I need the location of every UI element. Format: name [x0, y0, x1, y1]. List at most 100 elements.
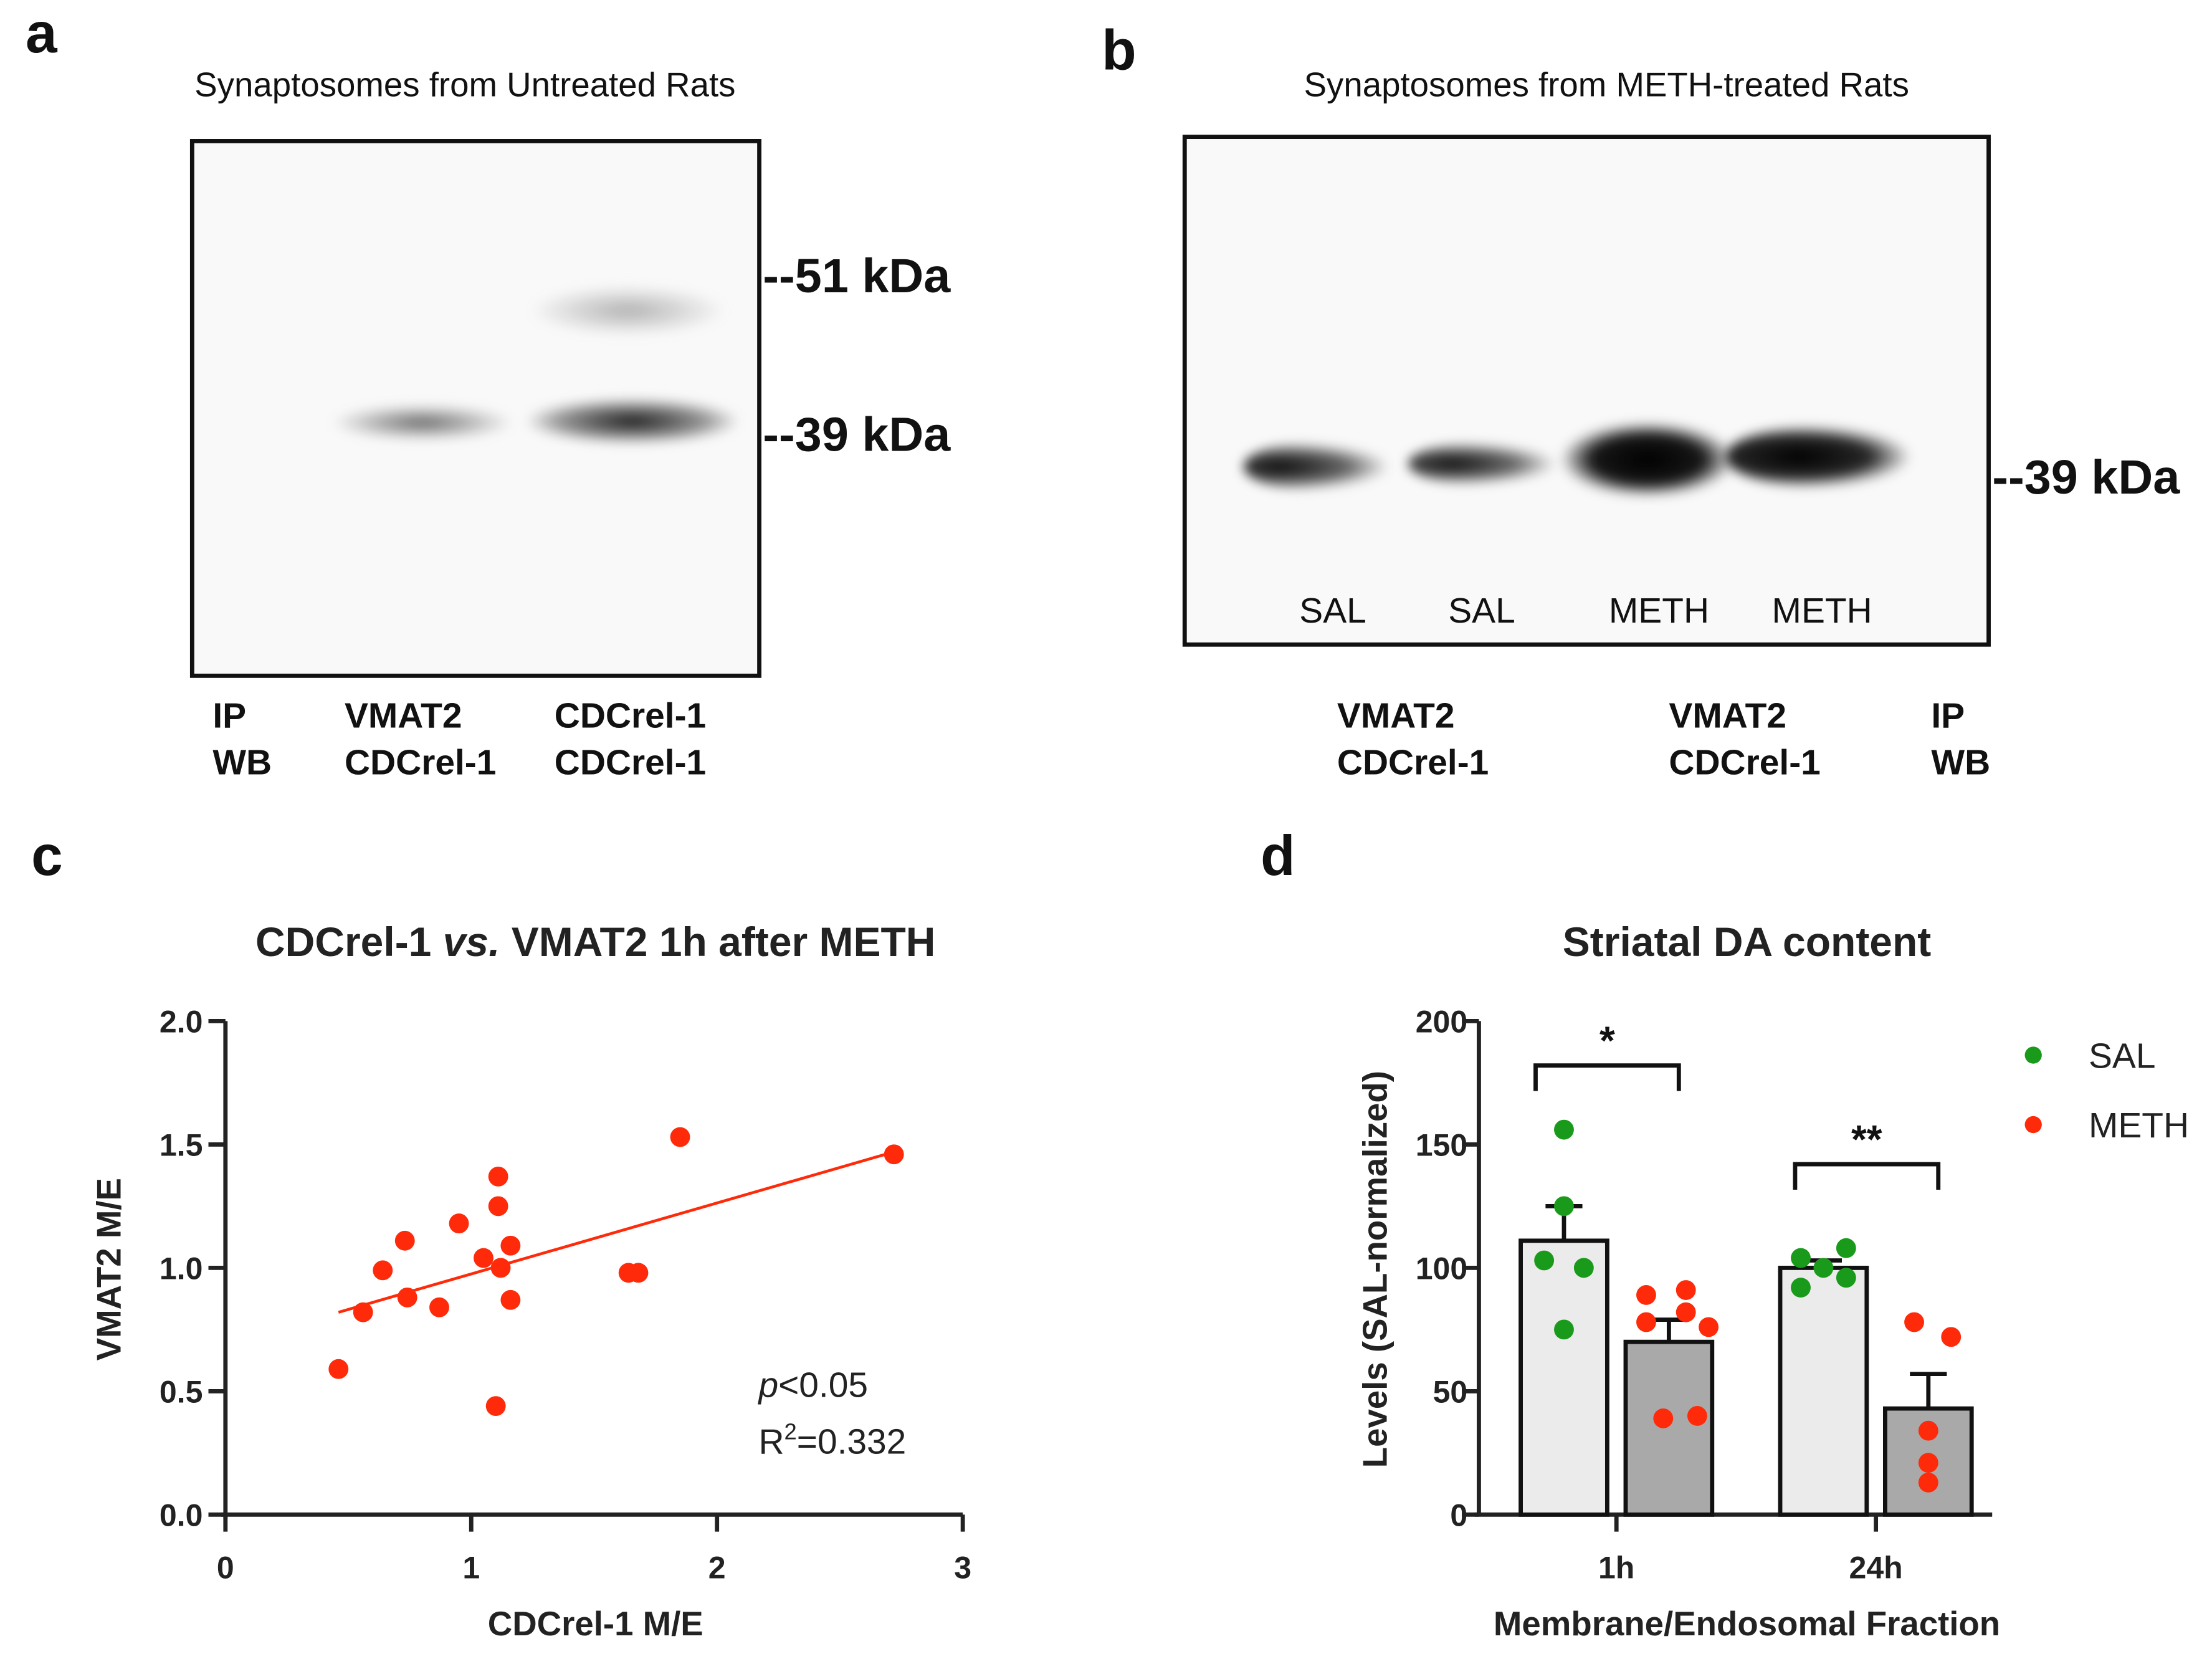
x-tick-label: 2	[708, 1551, 726, 1585]
data-point-sal	[1791, 1278, 1811, 1298]
scatter-plot: 0.0 0.5 1.0 1.5 2.0 0 1 2 3	[160, 1005, 971, 1585]
data-point	[394, 1230, 415, 1251]
lane-treatment: SAL	[1448, 591, 1515, 631]
lane-treatment: SAL	[1299, 591, 1366, 631]
significance-stars: **	[1851, 1117, 1882, 1162]
data-point	[429, 1297, 449, 1317]
data-point	[884, 1144, 904, 1165]
data-point-meth	[1918, 1472, 1938, 1493]
panel-a-label: a	[25, 2, 57, 65]
band-meth-1	[1561, 423, 1735, 497]
row-labels-b: IP WB	[1931, 694, 1990, 787]
data-point	[500, 1289, 521, 1310]
ip-antibody: VMAT2	[344, 696, 462, 737]
lane-treatment: METH	[1771, 591, 1872, 631]
western-blot-a	[189, 139, 761, 678]
lane-label-a-2: CDCrel-1 CDCrel-1	[555, 694, 706, 787]
x-tick-label: 1	[462, 1551, 480, 1585]
lane-label-a-1: VMAT2 CDCrel-1	[345, 694, 496, 787]
y-tick-label: 1.5	[160, 1128, 203, 1163]
band-cdcrel-lane	[526, 398, 739, 444]
ip-antibody: VMAT2	[1337, 696, 1455, 737]
lane-label-b-2: VMAT2 CDCrel-1	[1669, 694, 1820, 787]
data-point-meth	[1904, 1312, 1924, 1332]
data-point-meth	[1918, 1453, 1938, 1473]
y-tick-label: 2.0	[160, 1005, 203, 1040]
ip-antibody: CDCrel-1	[554, 696, 707, 737]
western-blot-b	[1182, 135, 1991, 647]
ip-label: IP	[1931, 696, 1965, 737]
data-point	[485, 1396, 506, 1417]
wb-antibody: CDCrel-1	[554, 743, 707, 783]
wb-antibody: CDCrel-1	[1669, 743, 1821, 783]
marker-39kda: --39 kDa	[763, 408, 951, 462]
data-point	[488, 1196, 508, 1217]
band-vmat2-lane	[330, 404, 515, 441]
data-point-sal	[1836, 1268, 1856, 1288]
significance-stars: *	[1599, 1018, 1615, 1063]
bar-meth	[1623, 1339, 1715, 1517]
panel-b-title: Synaptosomes from METH-treated Rats	[1304, 66, 1909, 105]
y-tick-label: 1.0	[160, 1251, 203, 1286]
panel-b-label: b	[1102, 19, 1137, 82]
row-labels-a: IP WB	[212, 694, 272, 787]
bar-ylabel: Levels (SAL-normalized)	[1356, 1071, 1394, 1468]
data-point-meth	[1676, 1302, 1696, 1322]
data-point	[328, 1359, 349, 1379]
panel-d-label: d	[1261, 825, 1295, 888]
data-point-meth	[1699, 1317, 1719, 1337]
wb-label: WB	[1931, 743, 1991, 783]
band-sal-2	[1408, 442, 1556, 485]
bar-chart: 0 50 100 150 200 1h * 24h ** SAL METH	[1416, 1005, 2189, 1585]
significance-bracket	[1533, 1063, 1681, 1091]
y-tick-label: 0	[1450, 1498, 1467, 1533]
bar-xlabel: Membrane/Endosomal Fraction	[1494, 1605, 2000, 1643]
ip-antibody: VMAT2	[1669, 696, 1786, 737]
scatter-ylabel: VMAT2 M/E	[90, 1178, 128, 1360]
marker-39kda-b: --39 kDa	[1992, 451, 2180, 505]
data-point-meth	[1676, 1280, 1696, 1300]
wb-antibody: CDCrel-1	[344, 743, 497, 783]
y-tick-label: 200	[1416, 1005, 1468, 1040]
data-point-sal	[1534, 1250, 1555, 1271]
data-point-sal	[1573, 1258, 1594, 1278]
x-tick-label: 1h	[1598, 1551, 1634, 1585]
legend-label: METH	[2089, 1106, 2189, 1145]
bar-title: Striatal DA content	[1563, 919, 1932, 965]
data-point	[474, 1248, 493, 1268]
data-point-meth	[1636, 1312, 1656, 1332]
data-point	[488, 1166, 508, 1187]
data-point	[353, 1302, 373, 1322]
r-squared-annotation: R2=0.332	[758, 1419, 906, 1462]
bar-sal	[1778, 1265, 1869, 1517]
legend-label: SAL	[2089, 1036, 2156, 1076]
ip-label: IP	[212, 696, 247, 737]
data-point-meth	[1653, 1408, 1674, 1428]
band-sal-1	[1243, 442, 1388, 491]
wb-antibody: CDCrel-1	[1337, 743, 1489, 783]
data-point-meth	[1941, 1327, 1962, 1347]
data-point	[628, 1263, 649, 1283]
legend-marker-sal	[2024, 1046, 2042, 1064]
data-point-meth	[1636, 1285, 1656, 1305]
scatter-title: CDCrel-1 vs. VMAT2 1h after METH	[255, 919, 935, 965]
wb-label: WB	[212, 743, 272, 783]
data-point	[397, 1287, 417, 1308]
data-point-meth	[1687, 1406, 1707, 1426]
data-point-meth	[1918, 1420, 1938, 1441]
legend-marker-meth	[2024, 1116, 2042, 1134]
panel-a-title: Synaptosomes from Untreated Rats	[194, 66, 736, 105]
x-tick-label: 3	[954, 1551, 971, 1585]
y-tick-label: 150	[1416, 1128, 1468, 1163]
regression-line	[338, 1150, 895, 1314]
data-point	[490, 1258, 511, 1278]
y-tick-label: 100	[1416, 1251, 1468, 1286]
lane-treatment: METH	[1608, 591, 1710, 631]
significance-bracket	[1793, 1162, 1941, 1190]
data-point	[373, 1260, 393, 1281]
scatter-xlabel: CDCrel-1 M/E	[488, 1605, 703, 1643]
panel-c-label: c	[31, 825, 63, 888]
data-point	[670, 1127, 690, 1147]
